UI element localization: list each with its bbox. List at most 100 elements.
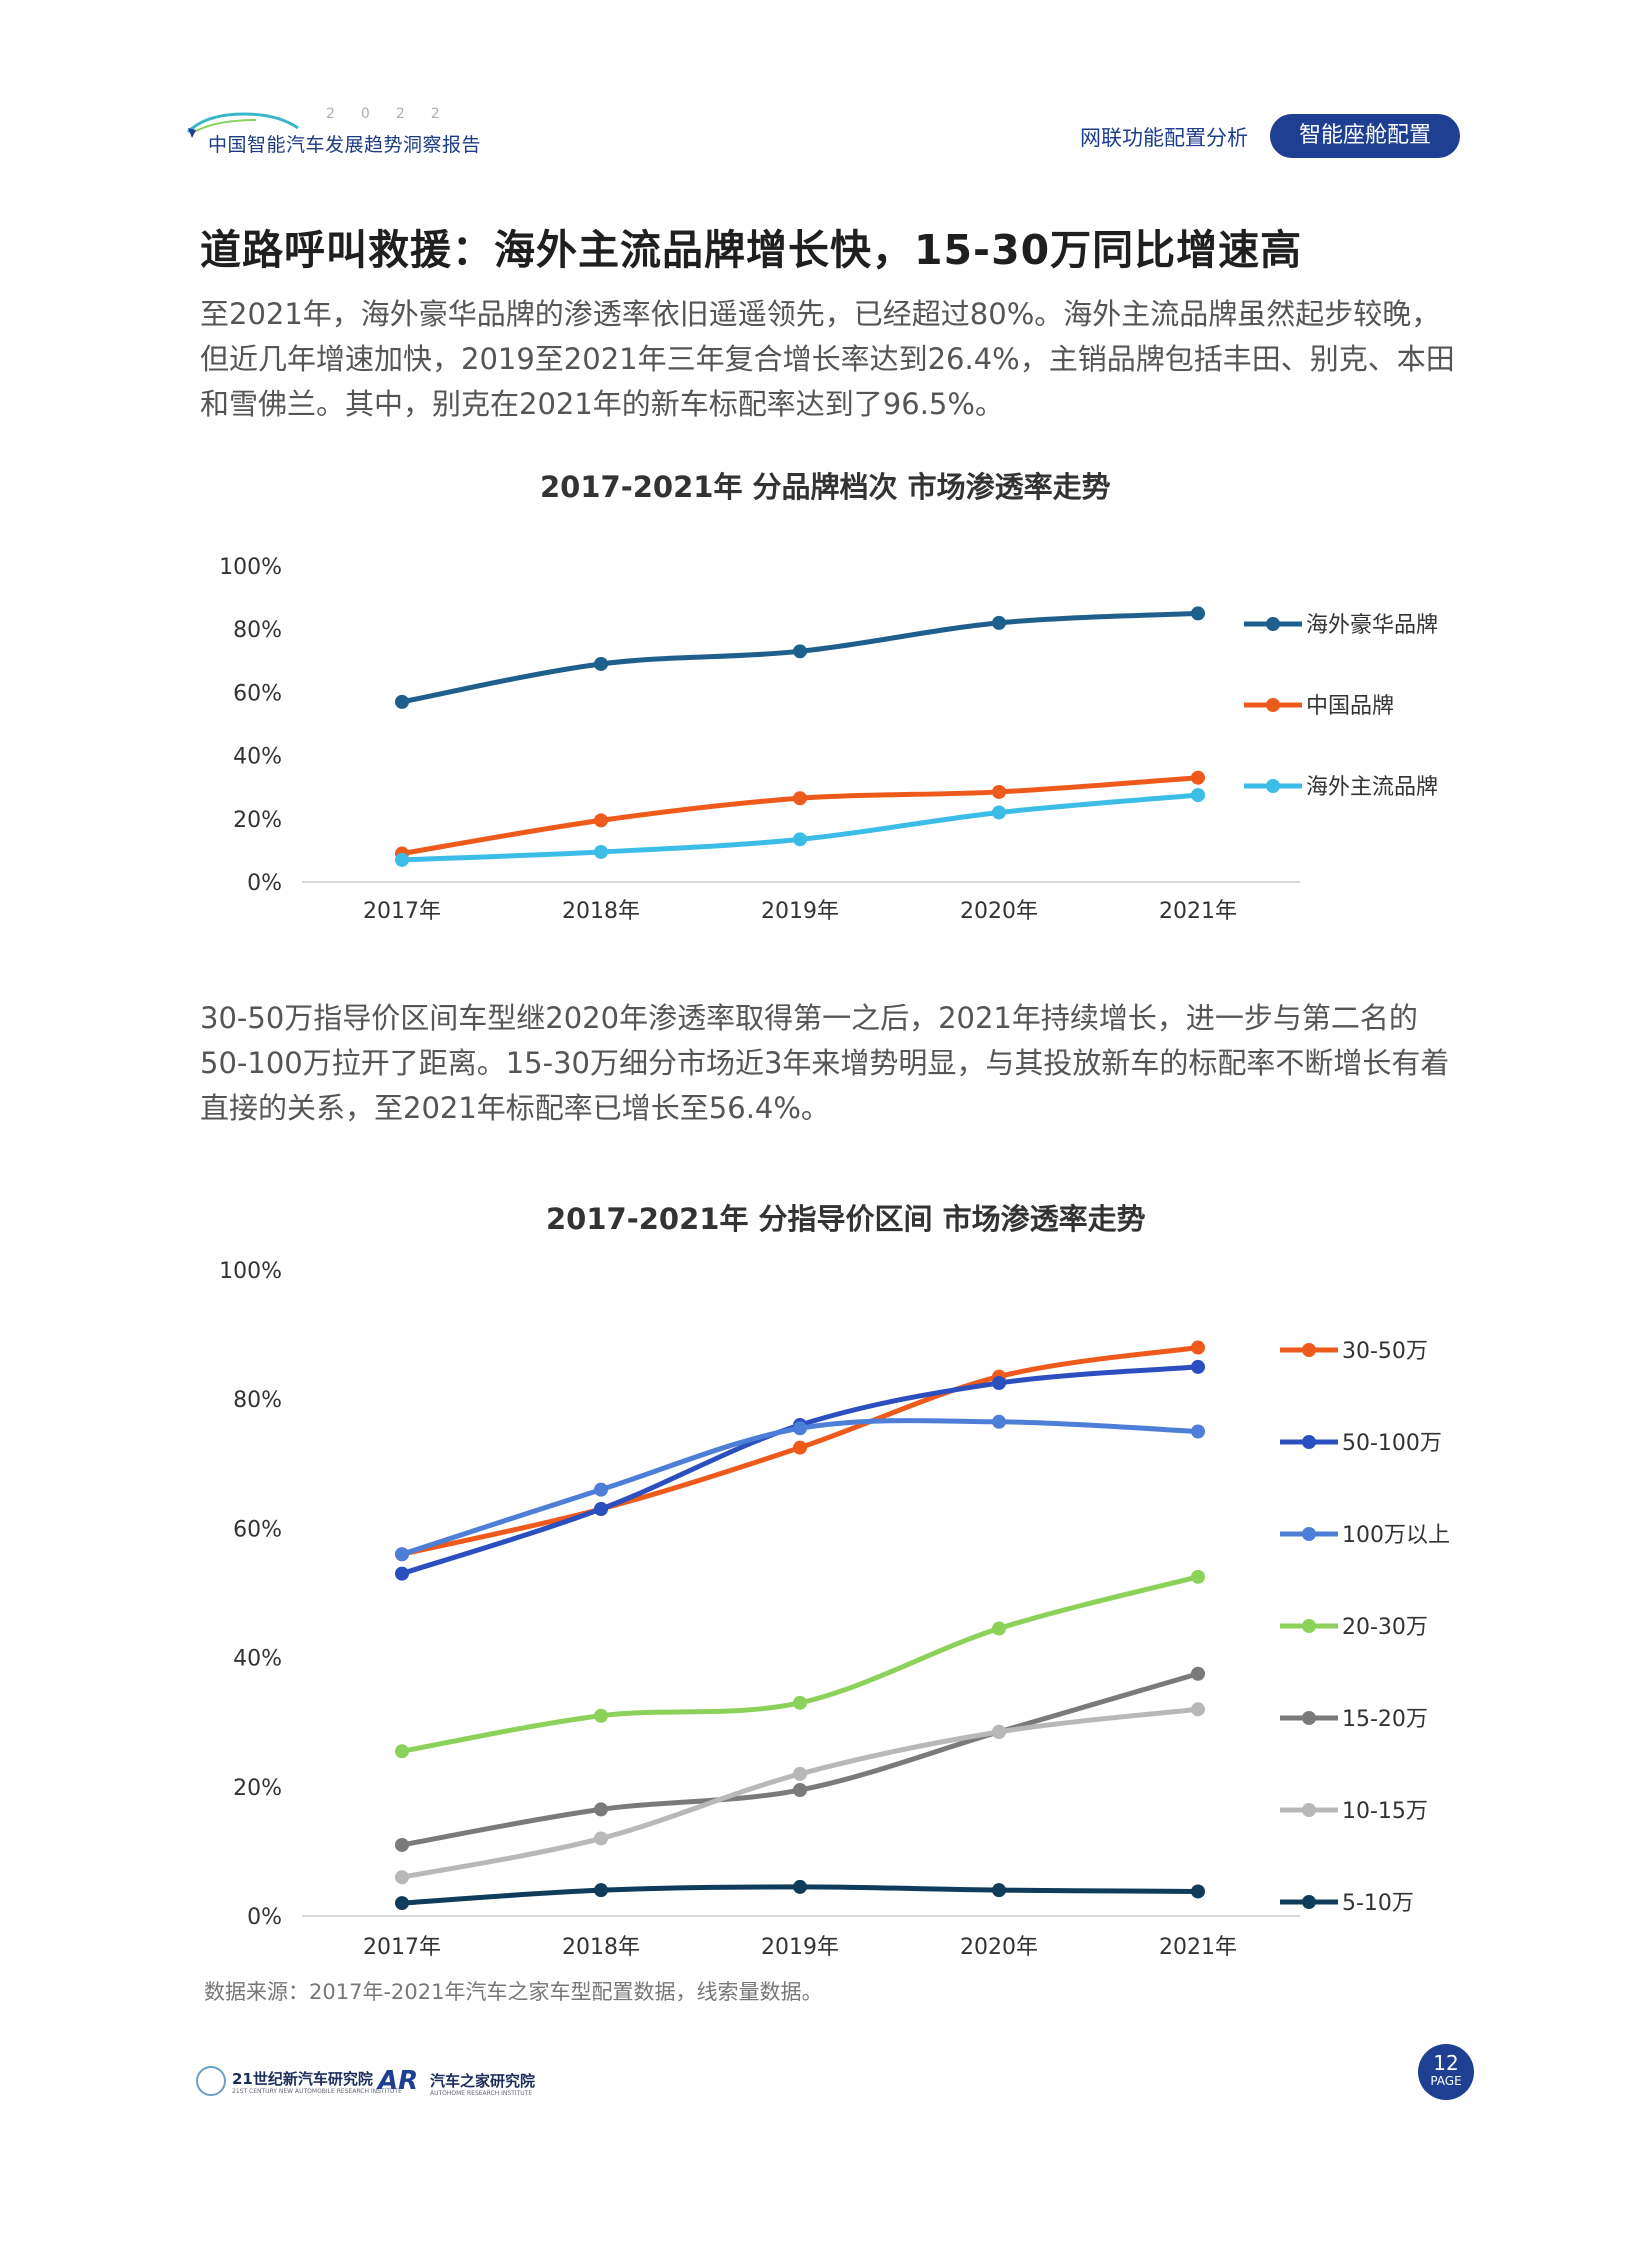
legend-marker-海外豪华品牌: [1266, 617, 1280, 631]
page-number: 12: [1433, 2051, 1459, 2075]
chart2-x-tick-label: 2021年: [1159, 1935, 1237, 1960]
data-point-5-10万: [395, 1896, 409, 1911]
legend-label-100万以上: 100万以上: [1342, 1523, 1450, 1548]
chart2-y-tick-label: 60%: [233, 1517, 282, 1542]
chart2-x-tick-label: 2019年: [761, 1935, 839, 1960]
data-point-5-10万: [992, 1883, 1006, 1898]
chart2-y-tick-label: 0%: [247, 1905, 282, 1930]
chart1-x-tick-label: 2019年: [761, 899, 839, 924]
data-point-20-30万: [992, 1621, 1006, 1636]
intro-paragraph: 至2021年，海外豪华品牌的渗透率依旧遥遥领先，已经超过80%。海外主流品牌虽然…: [200, 297, 1455, 421]
data-point-100万以上: [594, 1482, 608, 1497]
data-point-海外主流品牌: [594, 844, 608, 859]
chart1-y-tick-label: 20%: [233, 808, 282, 833]
data-point-中国品牌: [1191, 770, 1205, 785]
data-point-100万以上: [793, 1421, 807, 1436]
data-point-100万以上: [992, 1414, 1006, 1429]
chart2-y-tick-label: 100%: [219, 1259, 282, 1284]
nav-section-link[interactable]: 网联功能配置分析: [1080, 126, 1248, 150]
legend-label-20-30万: 20-30万: [1342, 1615, 1428, 1640]
page-number-badge: 12 PAGE: [1418, 2044, 1474, 2100]
chart2-x-tick-label: 2017年: [363, 1935, 441, 1960]
legend-label-5-10万: 5-10万: [1342, 1891, 1414, 1916]
data-point-10-15万: [395, 1870, 409, 1885]
legend-marker-15-20万: [1302, 1711, 1316, 1725]
data-point-海外豪华品牌: [992, 615, 1006, 630]
chart1-x-tick-label: 2020年: [960, 899, 1038, 924]
chart1-title: 2017-2021年 分品牌档次 市场渗透率走势: [540, 470, 1111, 504]
data-point-20-30万: [594, 1708, 608, 1723]
data-point-5-10万: [1191, 1884, 1205, 1899]
series-line-50-100万: [399, 1364, 1201, 1577]
data-point-15-20万: [395, 1837, 409, 1852]
globe-icon: [196, 2066, 226, 2096]
data-point-30-50万: [793, 1440, 807, 1455]
legend-label-海外豪华品牌: 海外豪华品牌: [1306, 613, 1438, 638]
data-point-20-30万: [793, 1695, 807, 1710]
org2-name: 汽车之家研究院: [430, 2072, 536, 2090]
data-point-海外主流品牌: [1191, 788, 1205, 803]
legend-label-海外主流品牌: 海外主流品牌: [1306, 775, 1438, 800]
legend-marker-中国品牌: [1266, 698, 1280, 712]
data-point-海外豪华品牌: [594, 656, 608, 671]
data-point-20-30万: [395, 1744, 409, 1759]
data-point-50-100万: [1191, 1359, 1205, 1374]
data-point-10-15万: [594, 1831, 608, 1846]
chart1-x-tick-label: 2017年: [363, 899, 441, 924]
chart2-x-tick-label: 2018年: [562, 1935, 640, 1960]
org2-mark: AR: [378, 2066, 419, 2096]
chart1-y-tick-label: 60%: [233, 681, 282, 706]
logo-year: 2022: [326, 106, 466, 122]
legend-label-中国品牌: 中国品牌: [1306, 694, 1394, 719]
chart2-title: 2017-2021年 分指导价区间 市场渗透率走势: [546, 1202, 1146, 1236]
chart2-y-tick-label: 80%: [233, 1388, 282, 1413]
data-point-100万以上: [1191, 1424, 1205, 1439]
data-point-中国品牌: [992, 784, 1006, 799]
chart2-y-tick-label: 40%: [233, 1647, 282, 1672]
data-point-海外主流品牌: [793, 832, 807, 847]
chart1-y-tick-label: 0%: [247, 871, 282, 896]
data-point-10-15万: [992, 1724, 1006, 1739]
data-point-海外豪华品牌: [395, 694, 409, 709]
data-point-海外豪华品牌: [1191, 606, 1205, 621]
legend-marker-5-10万: [1302, 1895, 1316, 1909]
data-point-海外主流品牌: [395, 852, 409, 867]
page-label: PAGE: [1430, 2074, 1462, 2088]
legend-label-15-20万: 15-20万: [1342, 1707, 1428, 1732]
data-point-15-20万: [1191, 1666, 1205, 1681]
series-line-20-30万: [399, 1574, 1201, 1754]
org1-name: 21世纪新汽车研究院: [232, 2070, 373, 2088]
active-section-pill[interactable]: 智能座舱配置: [1270, 114, 1460, 158]
chart2-x-tick-label: 2020年: [960, 1935, 1038, 1960]
chart1-x-tick-label: 2021年: [1159, 899, 1237, 924]
data-point-中国品牌: [793, 791, 807, 806]
data-source-note: 数据来源：2017年-2021年汽车之家车型配置数据，线索量数据。: [204, 1980, 823, 2004]
price-range-paragraph: 30-50万指导价区间车型继2020年渗透率取得第一之后，2021年持续增长，进…: [200, 1001, 1450, 1125]
legend-label-10-15万: 10-15万: [1342, 1799, 1428, 1824]
chart1-y-tick-label: 80%: [233, 618, 282, 643]
legend-marker-50-100万: [1302, 1435, 1316, 1449]
data-point-海外豪华品牌: [793, 644, 807, 659]
legend-marker-20-30万: [1302, 1619, 1316, 1633]
data-point-20-30万: [1191, 1569, 1205, 1584]
data-point-50-100万: [395, 1566, 409, 1581]
data-point-50-100万: [594, 1502, 608, 1517]
org1-subtitle: 21ST CENTURY NEW AUTOMOBILE RESEARCH INS…: [232, 2088, 402, 2095]
chart1-y-tick-label: 40%: [233, 745, 282, 770]
legend-marker-海外主流品牌: [1266, 779, 1280, 793]
legend-label-50-100万: 50-100万: [1342, 1431, 1442, 1456]
data-point-中国品牌: [594, 813, 608, 828]
car-logo-icon: [186, 112, 299, 138]
data-point-50-100万: [992, 1376, 1006, 1391]
data-point-30-50万: [1191, 1340, 1205, 1355]
page-title: 道路呼叫救援：海外主流品牌增长快，15-30万同比增速高: [200, 226, 1303, 274]
report-logo: 2022 中国智能汽车发展趋势洞察报告: [186, 106, 506, 158]
data-point-10-15万: [1191, 1702, 1205, 1717]
legend-marker-10-15万: [1302, 1803, 1316, 1817]
org2-logo: AR 汽车之家研究院 AUTOHOME RESEARCH INSTITUTE: [378, 2064, 558, 2104]
data-point-海外主流品牌: [992, 805, 1006, 820]
chart2-y-tick-label: 20%: [233, 1776, 282, 1801]
data-point-10-15万: [793, 1766, 807, 1781]
logo-name: 中国智能汽车发展趋势洞察报告: [208, 134, 482, 156]
